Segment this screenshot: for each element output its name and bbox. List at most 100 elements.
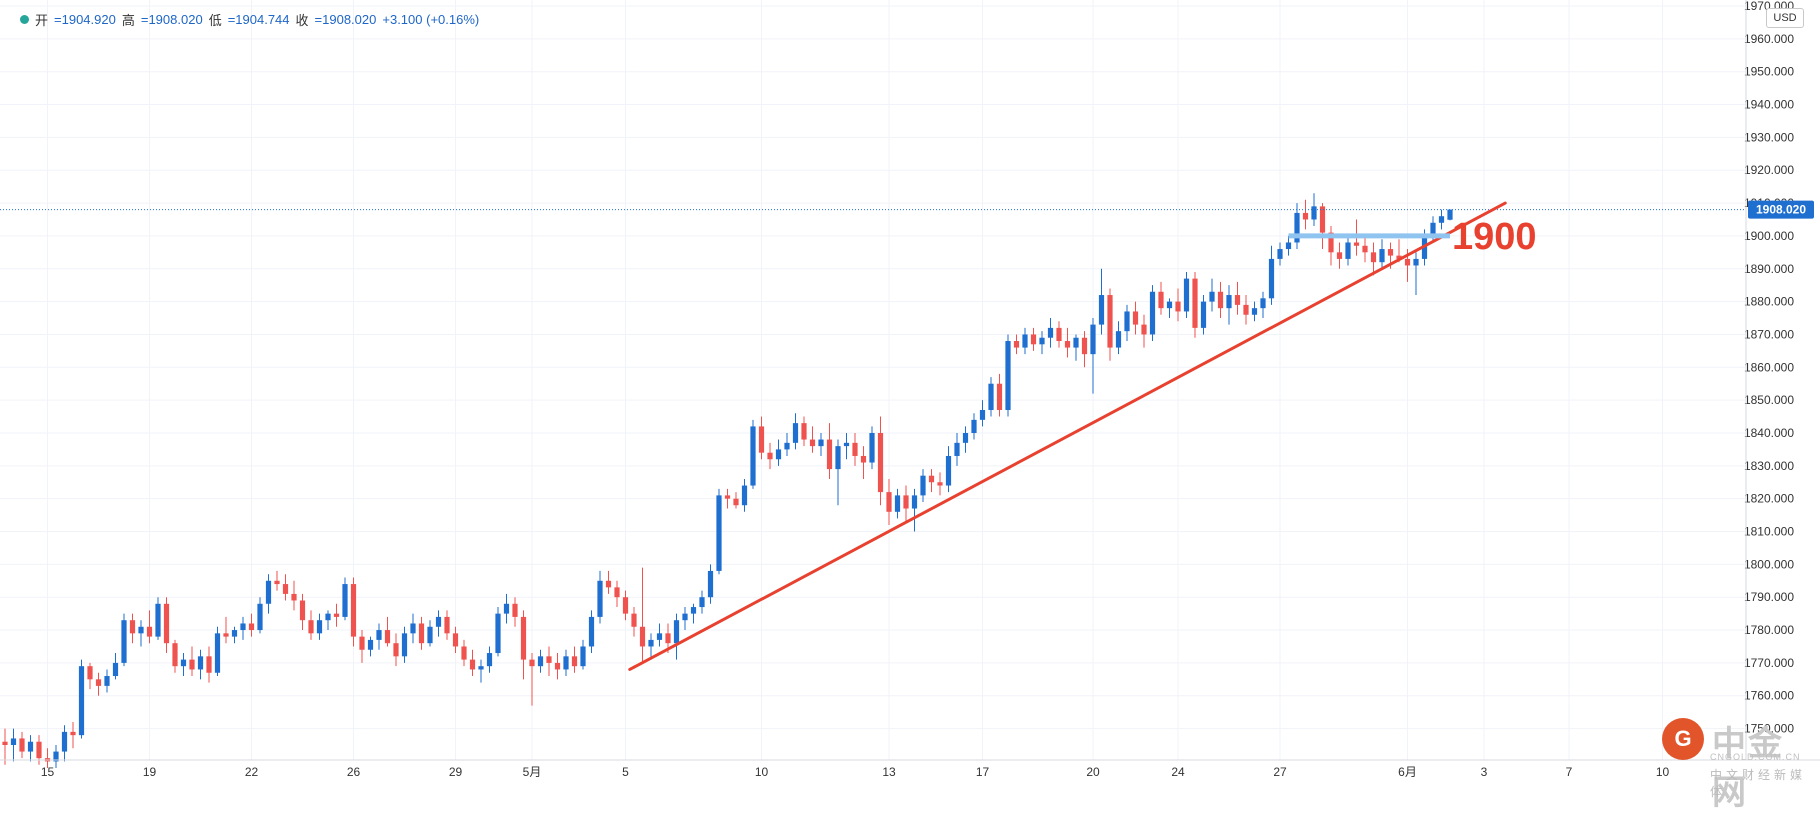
candle-body	[1251, 308, 1258, 315]
candle-body	[469, 659, 476, 670]
y-tick-label: 1930.000	[1744, 130, 1794, 144]
candle-body	[444, 616, 450, 634]
high-label: 高	[121, 13, 135, 28]
y-tick-label: 1810.000	[1744, 525, 1794, 539]
candle-body	[1404, 258, 1411, 266]
candle-up	[197, 649, 204, 680]
candle-down	[877, 416, 884, 506]
candle-down	[571, 646, 578, 673]
candle-down	[1302, 199, 1309, 230]
candle-body	[1200, 301, 1207, 328]
candle-down	[274, 570, 280, 591]
candle-up	[376, 623, 382, 650]
candle-body	[1243, 304, 1249, 315]
low-value: =1904.744	[227, 12, 290, 27]
candle-body	[1030, 334, 1037, 345]
watermark: G 中金网 CNGOLD.COM.CN 中文财经新媒体	[1662, 718, 1812, 812]
candle-body	[112, 662, 119, 677]
candle-body	[699, 597, 705, 608]
candle-body	[350, 584, 357, 637]
candle-body	[809, 439, 816, 447]
x-tick-label: 5	[622, 765, 629, 779]
candle-up	[1226, 285, 1232, 325]
candle-up	[1073, 334, 1079, 361]
brand-logo-icon: G	[1662, 718, 1704, 760]
candle-down	[461, 639, 467, 667]
candlestick-chart[interactable]: 1900 1750.000 1760.000 1770.000 1780.000 179…	[0, 0, 1820, 791]
candle-body	[36, 741, 42, 759]
candle-body	[1047, 327, 1054, 338]
candle-body	[835, 446, 841, 470]
candle-up	[945, 446, 952, 493]
candle-body	[410, 623, 416, 634]
candle-up	[138, 620, 144, 647]
x-tick-label: 22	[245, 765, 259, 779]
candle-down	[2, 728, 8, 765]
price-axis[interactable]: 1750.000 1760.000 1770.000 1780.000 1790.000…	[1744, 0, 1814, 760]
candle-up	[588, 610, 595, 654]
candle-body	[733, 498, 739, 506]
candle-body	[325, 613, 331, 621]
candle-body	[877, 432, 884, 493]
candle-up	[1115, 321, 1122, 355]
candle-down	[937, 472, 943, 496]
candle-body	[78, 666, 85, 736]
currency-button[interactable]: USD	[1766, 8, 1804, 28]
candle-body	[206, 656, 212, 673]
candle-down	[359, 630, 365, 663]
candle-up	[1005, 334, 1011, 417]
candle-body	[1073, 337, 1079, 348]
candle-body	[724, 495, 731, 499]
candle-body	[1175, 301, 1181, 312]
candle-body	[427, 626, 433, 644]
candle-body	[435, 616, 442, 627]
y-tick-label: 1750.000	[1744, 722, 1794, 736]
candle-body	[486, 653, 493, 667]
candle-up	[988, 377, 994, 417]
candle-down	[248, 613, 255, 637]
candle-body	[639, 626, 646, 647]
candle-body	[1132, 311, 1139, 325]
candle-body	[155, 603, 161, 637]
y-tick-label: 1840.000	[1744, 426, 1794, 440]
x-tick-label: 7	[1566, 765, 1573, 779]
candle-body	[418, 623, 425, 644]
candle-body	[886, 492, 892, 512]
candle-body	[1090, 324, 1096, 355]
candle-body	[631, 613, 637, 627]
candle-up	[673, 613, 680, 660]
candle-body	[588, 616, 595, 647]
candle-down	[282, 574, 289, 601]
y-tick-label: 1780.000	[1744, 623, 1794, 637]
candle-down	[206, 646, 212, 683]
candle-body	[1234, 295, 1241, 305]
candle-body	[478, 666, 484, 670]
candle-up	[1200, 295, 1207, 335]
candle-down	[512, 597, 518, 627]
candle-up	[843, 432, 850, 460]
candle-body	[223, 633, 229, 637]
candle-up	[10, 728, 17, 762]
candle-down	[1192, 272, 1198, 338]
x-tick-label: 27	[1273, 765, 1287, 779]
candle-body	[308, 620, 314, 634]
candle-body	[274, 580, 280, 585]
candle-body	[1226, 295, 1232, 309]
candle-body	[231, 630, 238, 637]
candle-down	[291, 580, 297, 611]
candle-body	[988, 383, 994, 410]
candle-up	[401, 626, 408, 663]
candle-body	[1192, 278, 1198, 328]
candle-down	[758, 416, 765, 460]
candle-down	[1336, 242, 1343, 269]
candle-body	[945, 455, 952, 486]
candle-body	[121, 620, 127, 663]
candle-up	[792, 413, 799, 450]
last-price-label-bg	[1748, 200, 1814, 219]
time-axis[interactable]: 15 19 22 26 29 5月 5 10 13 17 20 24 27 6月 3 7 10	[0, 759, 1820, 779]
candle-up	[503, 593, 510, 624]
candle-up	[112, 653, 119, 680]
candle-down	[554, 653, 561, 680]
candle-up	[979, 400, 986, 427]
candle-up	[775, 439, 782, 466]
